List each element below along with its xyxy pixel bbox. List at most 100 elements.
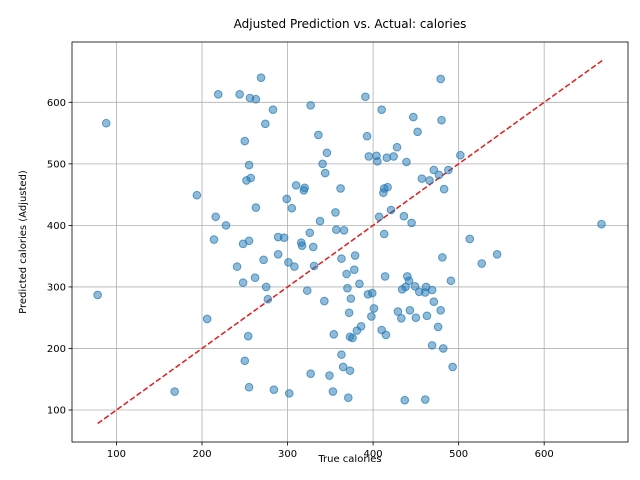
data-point [306, 369, 315, 378]
data-point [383, 182, 392, 192]
data-point [338, 362, 348, 372]
data-point [244, 160, 254, 170]
data-point [420, 395, 430, 404]
data-point [356, 322, 366, 331]
data-point [343, 283, 352, 293]
data-point [320, 296, 329, 306]
data-point [282, 194, 292, 204]
data-point [434, 170, 444, 180]
data-point [405, 306, 415, 315]
data-point [246, 173, 256, 183]
data-point [597, 219, 606, 229]
data-point [284, 258, 293, 267]
data-point [345, 366, 355, 375]
y-axis-ticks: 100 200 300 400 500 600 [47, 98, 72, 417]
data-point [328, 387, 338, 396]
data-point [400, 395, 410, 405]
plot-frame [71, 41, 629, 443]
data-point [318, 159, 327, 169]
data-point [192, 190, 202, 200]
data-point [397, 314, 406, 323]
data-point [436, 306, 445, 315]
data-point [259, 255, 268, 265]
data-point [251, 94, 261, 104]
x-axis-ticks: 100 200 300 400 500 600 [107, 442, 554, 460]
data-point [456, 150, 465, 160]
data-point [244, 236, 254, 246]
data-point [361, 92, 370, 102]
data-point [427, 341, 437, 350]
data-point [436, 74, 445, 84]
y-axis-label: Predicted calories (Adjusted) [18, 170, 29, 314]
y-tick-label: 200 [47, 344, 66, 355]
data-point [221, 221, 231, 230]
data-point [284, 389, 294, 398]
data-point [438, 253, 447, 262]
data-point [290, 262, 299, 271]
data-point [477, 259, 487, 268]
data-point [322, 148, 332, 158]
data-point [411, 313, 421, 322]
data-point [279, 233, 289, 242]
data-point [425, 176, 434, 185]
data-point [382, 153, 392, 162]
data-point [437, 115, 446, 125]
y-tick-label: 600 [47, 98, 66, 109]
x-axis-label: True calories [317, 454, 381, 465]
data-point [261, 119, 270, 129]
data-point [492, 250, 502, 259]
data-point [209, 235, 219, 244]
data-point [402, 157, 411, 167]
data-point [232, 262, 242, 271]
x-tick-label: 600 [535, 449, 554, 460]
data-point [93, 290, 102, 300]
data-point [273, 250, 283, 259]
data-point [202, 314, 212, 324]
y-tick-label: 100 [47, 406, 66, 417]
x-tick-label: 300 [278, 449, 297, 460]
data-point [446, 276, 456, 286]
data-point [465, 234, 475, 244]
data-point [339, 226, 349, 235]
data-point [256, 73, 266, 82]
data-points [93, 73, 606, 405]
data-point [407, 218, 416, 228]
data-point [377, 105, 386, 114]
data-point [417, 174, 427, 183]
data-point [243, 331, 253, 341]
data-point [269, 385, 279, 394]
data-point [309, 261, 319, 271]
y-tick-label: 400 [47, 221, 66, 232]
data-point [336, 184, 345, 193]
data-point [287, 203, 297, 213]
grid [72, 42, 628, 442]
data-point [408, 112, 418, 122]
data-point [315, 216, 325, 226]
data-point [213, 90, 223, 99]
data-point [251, 203, 261, 212]
data-point [380, 272, 390, 281]
data-point [448, 362, 457, 372]
data-point [238, 278, 248, 287]
data-point [342, 269, 351, 279]
data-point [367, 312, 376, 321]
data-point [170, 387, 179, 396]
data-point [427, 285, 437, 295]
data-point [297, 241, 307, 250]
data-point [410, 282, 420, 291]
data-point [348, 333, 357, 343]
data-point [240, 356, 250, 366]
data-point [389, 152, 398, 161]
data-point [300, 183, 309, 193]
y-tick-label: 300 [47, 282, 66, 293]
data-point [392, 142, 402, 152]
data-point [433, 322, 443, 332]
data-point [362, 131, 372, 141]
data-point [438, 344, 448, 353]
data-point [393, 307, 403, 316]
x-tick-label: 400 [364, 449, 383, 460]
data-point [355, 279, 364, 289]
data-point [429, 297, 439, 306]
data-point [422, 311, 432, 321]
data-point [439, 184, 449, 194]
